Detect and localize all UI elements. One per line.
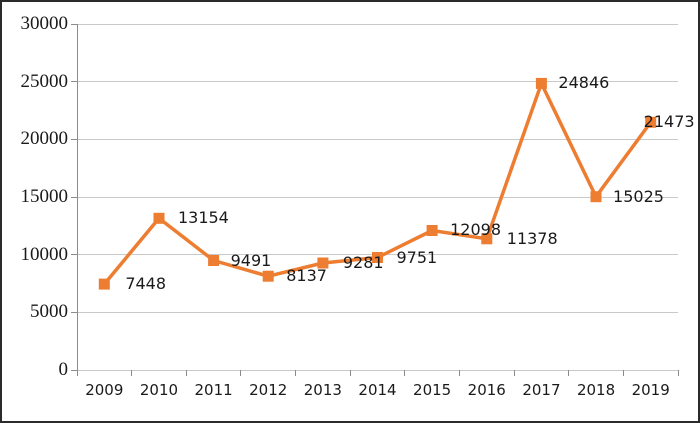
x-axis-line <box>77 369 678 371</box>
y-axis-tick <box>71 81 77 83</box>
y-axis-tick <box>71 254 77 256</box>
y-axis-tick-label: 10000 <box>20 243 69 265</box>
data-point-label: 15025 <box>613 186 664 206</box>
data-point-label: 21473 <box>643 112 695 132</box>
data-point-label: 24846 <box>558 73 610 93</box>
gridline <box>77 138 678 140</box>
data-point-marker <box>153 212 165 224</box>
x-axis-tick-label: 2016 <box>467 381 506 399</box>
x-axis-tick <box>76 370 78 376</box>
x-axis-tick-label: 2014 <box>358 381 397 399</box>
y-axis-line <box>77 24 78 370</box>
x-axis-tick-label: 2019 <box>631 381 670 399</box>
y-axis-tick-label: 15000 <box>20 186 69 207</box>
x-axis-tick <box>240 370 242 376</box>
data-point-marker <box>535 77 547 89</box>
x-axis-tick <box>513 370 515 376</box>
y-axis-tick <box>71 23 77 25</box>
x-axis-tick <box>295 370 297 376</box>
data-point-label: 12098 <box>450 220 502 240</box>
x-axis-tick <box>404 370 406 376</box>
x-axis-tick <box>349 370 351 376</box>
y-axis-tick-label: 20000 <box>20 128 69 150</box>
data-point-label: 11378 <box>506 228 558 248</box>
data-point-marker <box>98 278 110 290</box>
data-point-marker <box>645 116 657 128</box>
gridline <box>77 196 678 198</box>
data-point-marker <box>208 255 220 266</box>
data-point-label: 8137 <box>286 266 327 286</box>
x-axis-tick-label: 2015 <box>413 381 452 399</box>
x-axis-tick-label: 2011 <box>194 381 233 399</box>
data-point-marker <box>262 270 274 282</box>
x-axis-tick-label: 2018 <box>576 381 616 399</box>
y-axis-tick-label: 0 <box>58 359 69 380</box>
y-axis-tick-label: 5000 <box>30 301 68 323</box>
x-axis-tick <box>677 370 679 376</box>
x-axis-tick-label: 2010 <box>139 381 179 399</box>
data-point-label: 7448 <box>125 274 167 294</box>
data-point-label: 13154 <box>177 208 229 228</box>
data-point-marker <box>590 191 602 203</box>
x-axis-tick-label: 2013 <box>303 381 342 399</box>
data-point-label: 9281 <box>342 252 384 272</box>
data-point-marker <box>372 252 383 263</box>
x-axis-tick <box>185 370 187 376</box>
gridline <box>77 23 678 25</box>
data-point-marker <box>481 233 493 245</box>
gridline <box>77 81 678 83</box>
y-axis-tick-label: 25000 <box>20 70 69 92</box>
y-axis-tick <box>71 369 77 371</box>
y-axis-tick <box>71 196 77 198</box>
x-axis-tick <box>568 370 570 376</box>
gridline <box>77 311 678 313</box>
data-point-label: 9491 <box>230 250 272 270</box>
y-axis-tick-label: 30000 <box>20 13 69 34</box>
y-axis-tick <box>71 138 77 140</box>
data-point-marker <box>426 225 438 236</box>
x-axis-tick <box>131 370 133 376</box>
x-axis-tick-label: 2017 <box>522 381 561 399</box>
x-axis-tick <box>458 370 460 376</box>
x-axis-tick-label: 2012 <box>249 381 288 399</box>
data-point-label: 9751 <box>396 247 438 267</box>
y-axis-tick <box>71 311 77 313</box>
data-point-marker <box>317 257 329 269</box>
x-axis-tick-label: 2009 <box>85 381 124 399</box>
x-axis-tick <box>622 370 624 376</box>
